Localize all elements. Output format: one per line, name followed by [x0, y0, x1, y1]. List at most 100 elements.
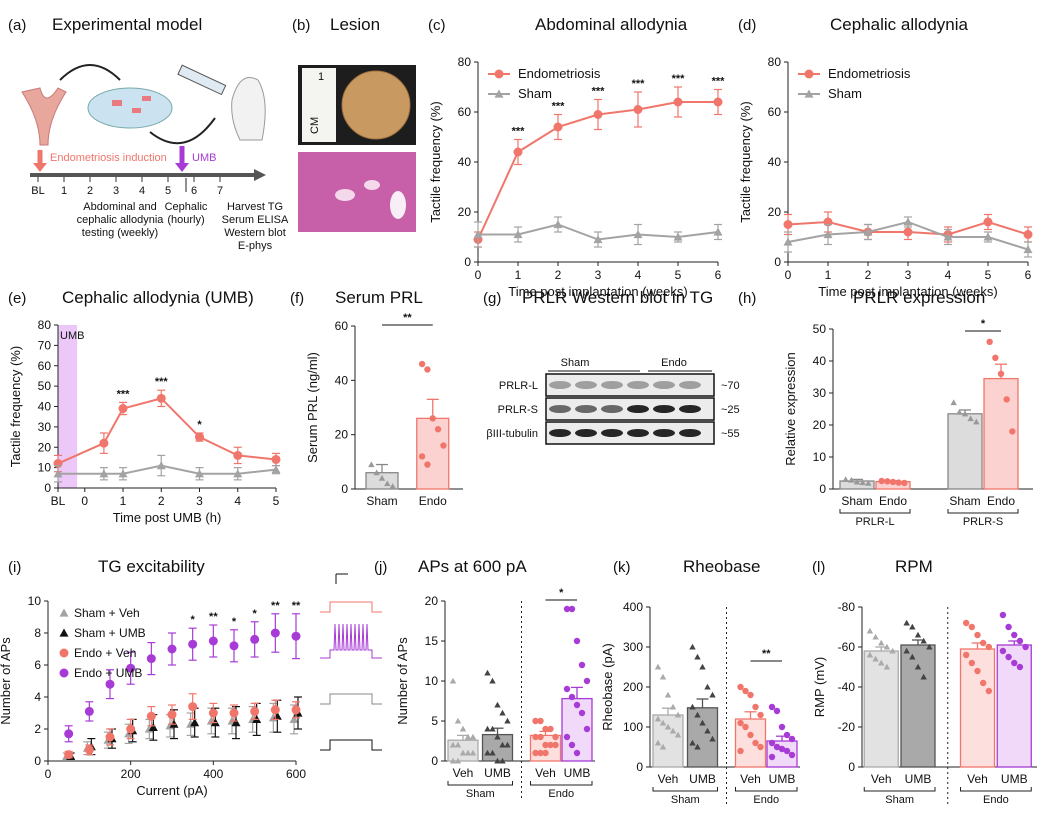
- y-tick-label: 40: [335, 373, 349, 387]
- individual-point: [778, 745, 786, 753]
- data-point: [233, 450, 243, 460]
- individual-point: [859, 479, 866, 486]
- panel-c-title: Abdominal allodynia: [535, 15, 688, 34]
- y-tick-label: 40: [38, 400, 52, 414]
- timeline-tick-label: 6: [191, 185, 197, 197]
- individual-point: [489, 677, 496, 684]
- group-bracket: [960, 787, 1032, 792]
- individual-point: [699, 663, 706, 670]
- panel-g: (g) PRLR Western blot in TG Sham Endo PR…: [483, 288, 740, 445]
- individual-point: [962, 619, 970, 627]
- blot-row-label: βIII-tubulin: [486, 428, 538, 440]
- data-point: [146, 654, 156, 664]
- y-tick-label: 10: [425, 674, 439, 688]
- individual-point: [542, 725, 549, 733]
- data-point: [289, 714, 299, 723]
- individual-point: [883, 643, 891, 650]
- individual-point: [469, 733, 477, 740]
- data-point: [118, 469, 128, 478]
- testing-line-1: Abdominal and: [83, 201, 156, 213]
- data-point: [84, 706, 94, 716]
- individual-point: [895, 479, 902, 486]
- x-category-label: Endo: [419, 494, 447, 508]
- individual-point: [694, 653, 701, 660]
- panel-b-label: (b): [292, 17, 310, 34]
- x-axis-label: Time post implantation (weeks): [508, 284, 687, 299]
- panel-a-label: (a): [8, 17, 26, 34]
- x-tick-label: 2: [158, 494, 165, 508]
- data-point: [126, 663, 136, 673]
- individual-point: [368, 461, 375, 468]
- individual-point: [542, 749, 549, 757]
- x-tick-label: 5: [273, 494, 280, 508]
- significance-marker: *: [253, 608, 258, 620]
- x-category-label: UMB: [484, 766, 511, 780]
- y-tick-label: 70: [38, 338, 52, 352]
- data-point: [633, 230, 643, 239]
- individual-point: [974, 667, 981, 675]
- significance-marker: ***: [632, 78, 646, 90]
- group-bracket: [947, 509, 1019, 514]
- ruler-unit: CM: [309, 117, 321, 134]
- individual-point: [578, 709, 586, 717]
- individual-point: [669, 727, 677, 734]
- x-category-label: Veh: [740, 772, 761, 786]
- panel-i: (i) TG excitability 0 2 4 6 8 10 Number of APs…: [0, 557, 306, 798]
- significance-marker: **: [271, 600, 280, 612]
- x-tick-label: 4: [234, 494, 241, 508]
- y-tick-label: 20: [813, 418, 827, 432]
- x-tick-label: 5: [675, 268, 682, 282]
- individual-point: [878, 477, 885, 485]
- harvest-line-3: Western blot: [224, 227, 286, 239]
- x-tick-label: 1: [120, 494, 127, 508]
- blot-kda-label: ~25: [721, 404, 740, 416]
- induction-arrow-head-icon: [33, 163, 47, 172]
- data-point: [250, 634, 260, 644]
- individual-point: [1011, 631, 1018, 639]
- individual-point: [704, 683, 711, 690]
- data-point: [229, 641, 239, 651]
- blot-band: [601, 381, 623, 389]
- data-point: [553, 220, 563, 229]
- blot-band: [679, 381, 701, 389]
- y-tick-label: 6: [34, 658, 41, 672]
- individual-point: [689, 739, 696, 746]
- arrow-icon: [149, 117, 216, 145]
- bar: [959, 648, 996, 768]
- panel-k-title: Rheobase: [683, 557, 761, 576]
- y-tick-label: 30: [38, 420, 52, 434]
- y-axis-label: Relative expression: [783, 352, 798, 465]
- data-point: [271, 465, 281, 474]
- individual-point: [848, 476, 855, 483]
- individual-point: [664, 691, 672, 698]
- scale-bar: [335, 573, 348, 584]
- individual-point: [568, 741, 576, 749]
- individual-point: [783, 747, 791, 755]
- individual-point: [1022, 643, 1029, 651]
- significance-marker: **: [209, 611, 218, 623]
- y-tick-label: 300: [623, 640, 643, 654]
- group-bracket: [530, 781, 593, 786]
- blot-band: [601, 405, 623, 413]
- timeline-bar: [30, 173, 258, 177]
- individual-point: [842, 476, 849, 482]
- induction-label: Endometriosis induction: [50, 152, 167, 164]
- individual-point: [872, 655, 879, 662]
- data-point: [673, 232, 683, 241]
- panel-f-label: (f): [290, 290, 304, 307]
- legend-marker: [494, 89, 504, 98]
- y-axis-label: Tactile frequency (%): [428, 101, 443, 222]
- x-tick-label: 600: [286, 767, 306, 781]
- individual-point: [979, 639, 987, 647]
- individual-point: [768, 739, 776, 747]
- panel-d-label: (d): [738, 17, 756, 34]
- data-point: [783, 237, 793, 246]
- y-tick-label: 0: [34, 754, 41, 768]
- ap-trace: [320, 739, 382, 751]
- x-category-label: Veh: [871, 772, 892, 786]
- group-label: Sham: [466, 788, 495, 800]
- cephalic-line-2: (hourly): [167, 214, 204, 226]
- y-tick-label: 20: [768, 205, 782, 219]
- individual-point: [985, 643, 993, 651]
- individual-point: [568, 693, 576, 701]
